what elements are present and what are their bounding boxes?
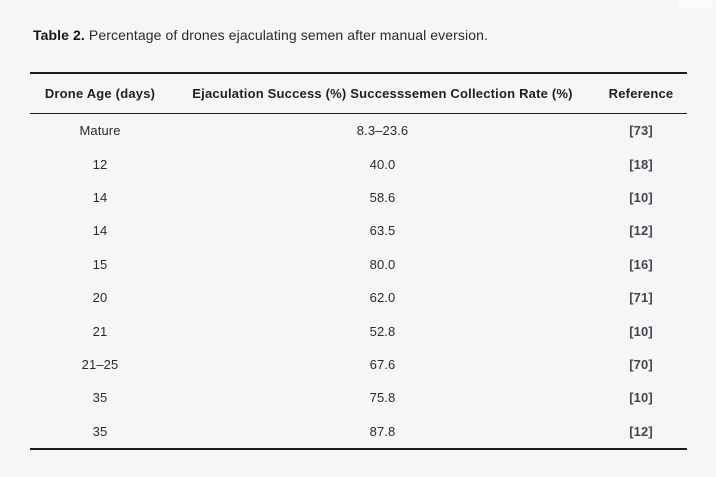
age-cell: 35 [92,423,108,439]
table-caption: Table 2. Percentage of drones ejaculatin… [33,26,488,45]
value-cell: 80.0 [369,256,396,272]
reference-link[interactable]: [18] [629,156,653,172]
reference-number: 18 [633,156,649,172]
reference-number: 12 [633,223,649,239]
reference-link[interactable]: [12] [629,423,653,439]
value-cell: 8.3–23.6 [356,123,409,139]
age-cell: 12 [92,156,108,172]
table-row: 14 63.5 [12] [30,214,687,247]
age-cell: 21–25 [81,356,119,372]
table-row: 12 40.0 [18] [30,147,687,180]
reference-number: 10 [633,189,649,205]
reference-number: 12 [633,423,649,439]
table-row: 35 87.8 [12] [30,415,687,448]
drone-ejaculation-table: Drone Age (days) Ejaculation Success (%)… [30,72,687,450]
reference-link[interactable]: [10] [629,323,653,339]
value-cell: 40.0 [369,156,396,172]
age-cell: 20 [92,290,108,306]
table-row: 20 62.0 [71] [30,281,687,314]
reference-link[interactable]: [10] [629,390,653,406]
reference-number: 71 [633,290,649,306]
header-reference: Reference [608,86,674,101]
table-row: 15 80.0 [16] [30,248,687,281]
table-caption-label: Table 2. [33,27,85,43]
table-row: 35 75.8 [10] [30,381,687,414]
value-cell: 75.8 [369,390,396,406]
reference-link[interactable]: [16] [629,256,653,272]
table-row: Mature 8.3–23.6 [73] [30,114,687,147]
reference-link[interactable]: [10] [629,189,653,205]
age-cell: Mature [79,123,121,139]
table-caption-text: Percentage of drones ejaculating semen a… [84,27,489,43]
scrollbar-thumb[interactable] [678,0,712,8]
reference-link[interactable]: [70] [629,356,653,372]
age-cell: 15 [92,256,108,272]
reference-link[interactable]: [73] [629,123,653,139]
age-cell: 14 [92,189,108,205]
value-cell: 52.8 [369,323,396,339]
header-ejaculation-success-rate: Ejaculation Success (%) Successsemen Col… [192,86,573,101]
value-cell: 67.6 [369,356,396,372]
reference-number: 73 [633,123,649,139]
reference-link[interactable]: [71] [629,290,653,306]
reference-number: 10 [633,390,649,406]
header-drone-age: Drone Age (days) [44,86,156,101]
reference-number: 70 [633,356,649,372]
age-cell: 21 [92,323,108,339]
table-header-row: Drone Age (days) Ejaculation Success (%)… [30,74,687,114]
table-row: 14 58.6 [10] [30,181,687,214]
value-cell: 58.6 [369,189,396,205]
value-cell: 87.8 [369,423,396,439]
reference-number: 10 [633,323,649,339]
reference-number: 16 [633,256,649,272]
age-cell: 14 [92,223,108,239]
value-cell: 63.5 [369,223,396,239]
table-row: 21–25 67.6 [70] [30,348,687,381]
age-cell: 35 [92,390,108,406]
table-row: 21 52.8 [10] [30,314,687,347]
value-cell: 62.0 [369,290,396,306]
reference-link[interactable]: [12] [629,223,653,239]
